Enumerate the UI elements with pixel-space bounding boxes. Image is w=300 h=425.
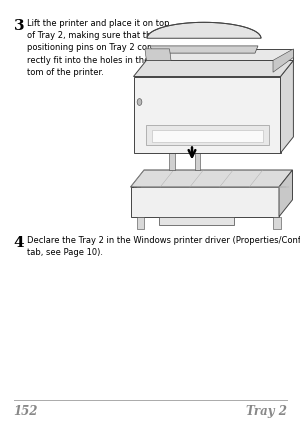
- Text: 152: 152: [14, 405, 38, 418]
- Polygon shape: [279, 170, 292, 217]
- Polygon shape: [159, 217, 234, 225]
- Polygon shape: [146, 49, 293, 60]
- Polygon shape: [150, 46, 258, 53]
- Bar: [169, 153, 175, 170]
- Polygon shape: [146, 125, 268, 145]
- Circle shape: [137, 99, 142, 105]
- Polygon shape: [130, 170, 292, 187]
- Polygon shape: [273, 49, 293, 72]
- Text: Tray 2: Tray 2: [246, 405, 286, 418]
- Bar: [195, 153, 200, 170]
- Polygon shape: [145, 49, 171, 60]
- Text: Lift the printer and place it on top
of Tray 2, making sure that the
positioning: Lift the printer and place it on top of …: [27, 19, 170, 77]
- Bar: [136, 217, 144, 229]
- Polygon shape: [147, 23, 261, 38]
- Polygon shape: [134, 60, 293, 76]
- Polygon shape: [152, 130, 262, 142]
- Text: 4: 4: [14, 236, 24, 250]
- Polygon shape: [130, 187, 279, 217]
- Text: 3: 3: [14, 19, 24, 33]
- Bar: [273, 217, 280, 229]
- Polygon shape: [280, 60, 293, 153]
- Polygon shape: [134, 76, 280, 153]
- Text: Declare the Tray 2 in the Windows printer driver (Properties/Configure
tab, see : Declare the Tray 2 in the Windows printe…: [27, 236, 300, 257]
